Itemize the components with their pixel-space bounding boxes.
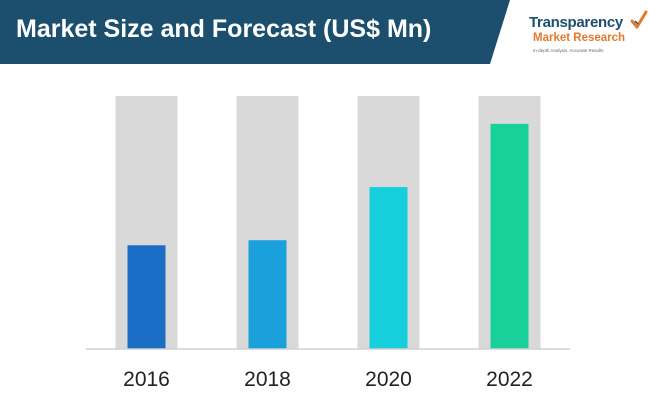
x-tick-label-2016: 2016: [123, 368, 170, 391]
x-tick-label-2018: 2018: [244, 368, 291, 391]
header-bar: Market Size and Forecast (US$ Mn): [0, 0, 650, 64]
bar-2018: [248, 240, 287, 349]
brand-logo: Transparency Market Research In-depth An…: [526, 8, 650, 60]
bar-2016: [127, 245, 166, 349]
page-title: Market Size and Forecast (US$ Mn): [16, 15, 432, 43]
logo-brand-name: Transparency: [529, 14, 623, 31]
x-tick-label-2020: 2020: [365, 368, 412, 391]
bar-2020: [369, 187, 408, 349]
header-background: [0, 0, 510, 64]
bar-2022: [490, 123, 529, 349]
logo-brand-subname: Market Research: [533, 32, 626, 44]
bar-chart: 2016 2018 2020 2022: [86, 96, 570, 391]
checkmark-logo-icon: [630, 10, 648, 29]
logo-tagline: In-depth Analysis. Accurate Results: [533, 48, 604, 53]
x-tick-label-2022: 2022: [486, 368, 533, 391]
